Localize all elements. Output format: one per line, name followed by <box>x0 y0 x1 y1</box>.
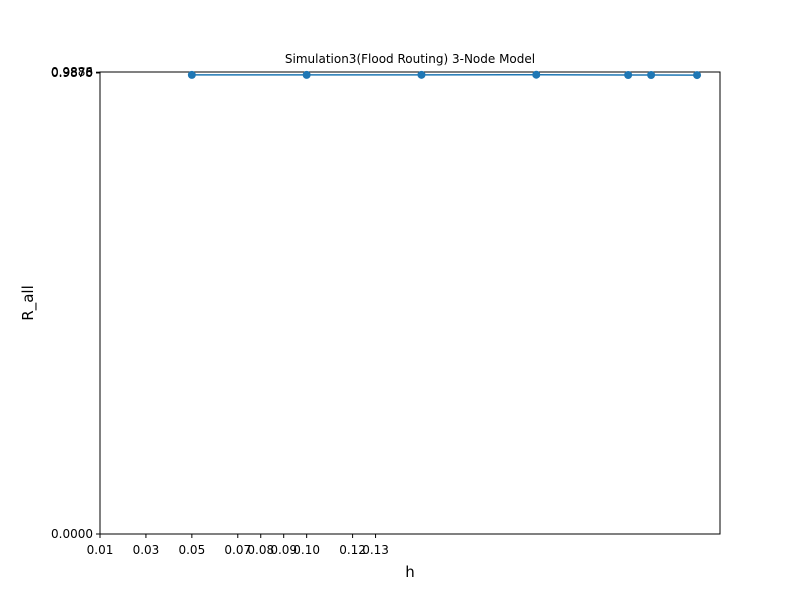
y-tick-label: 0.0000 <box>51 527 93 541</box>
data-point <box>693 71 701 79</box>
x-tick-label: 0.13 <box>362 543 389 557</box>
data-point <box>188 71 196 79</box>
chart-title: Simulation3(Flood Routing) 3-Node Model <box>285 52 535 66</box>
x-tick-label: 0.01 <box>87 543 114 557</box>
data-point <box>303 71 311 79</box>
data-point <box>417 71 425 79</box>
y-axis-label: R_all <box>19 285 38 320</box>
data-point <box>532 71 540 79</box>
x-tick-label: 0.05 <box>178 543 205 557</box>
x-tick-label: 0.10 <box>293 543 320 557</box>
data-point <box>647 71 655 79</box>
y-tick-label: 0.9886 <box>51 65 93 79</box>
x-tick-label: 0.03 <box>133 543 160 557</box>
x-axis-label: h <box>405 563 415 581</box>
data-point <box>624 71 632 79</box>
